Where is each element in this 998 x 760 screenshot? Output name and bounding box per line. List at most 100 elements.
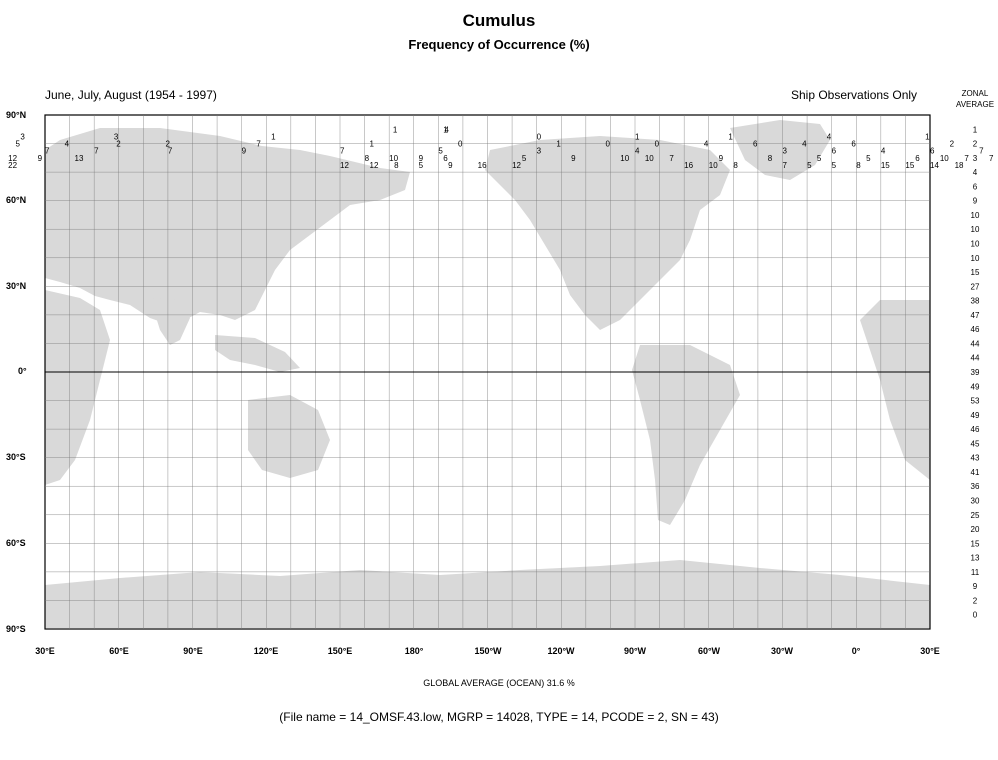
cell-value: 7	[256, 140, 261, 149]
land-north-america	[485, 136, 730, 330]
zonal-average-value: 27	[971, 282, 980, 291]
zonal-average-value: 1	[973, 125, 978, 134]
cell-value: 3	[20, 132, 25, 141]
cell-value: 10	[645, 154, 654, 163]
lon-label-30e: 30°E	[35, 646, 55, 656]
zonal-average-value: 0	[973, 611, 978, 620]
cell-value: 5	[419, 161, 424, 170]
lon-label-90w: 90°W	[623, 646, 647, 656]
lon-label-120e: 120°E	[253, 646, 279, 656]
zonal-average-value: 15	[971, 268, 980, 277]
zonal-average-value: 4	[973, 168, 978, 177]
cell-value: 7	[168, 147, 173, 156]
zonal-average-value: 36	[971, 482, 980, 491]
lat-label-90s: 90°S	[6, 624, 26, 634]
cell-value: 6	[930, 147, 935, 156]
cell-value: 2	[950, 140, 955, 149]
zonal-average-value: 43	[971, 454, 980, 463]
lon-label-150e: 150°E	[327, 646, 353, 656]
land-eurasia	[45, 128, 410, 325]
zonal-average-value: 10	[971, 254, 980, 263]
cell-value: 13	[75, 154, 84, 163]
cell-value: 18	[955, 161, 964, 170]
zonal-average-value: 47	[971, 311, 980, 320]
zonal-average-value: 46	[971, 425, 980, 434]
cell-value: 6	[915, 154, 920, 163]
cell-value: 7	[989, 154, 994, 163]
cell-value: 22	[8, 161, 17, 170]
lon-label-30w: 30°W	[770, 646, 794, 656]
zonal-average-value: 3	[973, 154, 978, 163]
zonal-average-value: 15	[971, 539, 980, 548]
cell-value: 1	[556, 140, 561, 149]
zonal-average-value: 20	[971, 525, 980, 534]
land-indonesia	[215, 335, 300, 372]
cell-value: 1	[728, 132, 733, 141]
cell-value: 9	[38, 154, 43, 163]
lon-label-180: 180°	[404, 646, 424, 656]
land-greenland	[730, 120, 830, 180]
cell-value: 9	[242, 147, 247, 156]
chart-title: Cumulus	[462, 11, 536, 30]
cell-value: 6	[851, 140, 856, 149]
zonal-average-value: 2	[973, 140, 978, 149]
zonal-average-value: 53	[971, 397, 980, 406]
cell-value: 5	[522, 154, 527, 163]
cell-value: 1	[370, 140, 375, 149]
cell-value: 1	[271, 132, 276, 141]
source-label: Ship Observations Only	[791, 88, 918, 102]
cell-value: 0	[458, 140, 463, 149]
lat-label-60s: 60°S	[6, 538, 26, 548]
lat-label-eq: 0°	[18, 366, 27, 376]
cell-value: 4	[65, 140, 70, 149]
cell-value: 4	[635, 147, 640, 156]
lat-label-30n: 30°N	[6, 281, 27, 291]
lat-label-30s: 30°S	[6, 452, 26, 462]
cell-value: 7	[783, 161, 788, 170]
zonal-average-value: 9	[973, 197, 978, 206]
cell-value: 1	[635, 132, 640, 141]
zonal-average-value: 45	[971, 439, 980, 448]
cell-value: 6	[443, 154, 448, 163]
lon-label-150w: 150°W	[474, 646, 502, 656]
cell-value: 7	[669, 154, 674, 163]
cell-value: 10	[389, 154, 398, 163]
cell-value: 7	[964, 154, 969, 163]
cell-value: 5	[817, 154, 822, 163]
zonal-average-value: 10	[971, 211, 980, 220]
land-india	[150, 298, 190, 345]
zonal-average-values: 1234691010101015273847464444394953494645…	[971, 125, 980, 619]
cell-value: 16	[684, 161, 693, 170]
lon-label-0: 0°	[851, 646, 861, 656]
zonal-average-value: 39	[971, 368, 980, 377]
cell-value: 1	[443, 125, 448, 134]
cell-value: 2	[116, 140, 121, 149]
zonal-average-value: 49	[971, 382, 980, 391]
zonal-average-value: 41	[971, 468, 980, 477]
cell-value: 15	[881, 161, 890, 170]
cell-value: 7	[94, 147, 99, 156]
cell-value: 3	[114, 132, 119, 141]
cell-value: 1	[925, 132, 930, 141]
cell-value: 4	[802, 140, 807, 149]
cell-value: 2	[165, 140, 170, 149]
cell-value: 15	[905, 161, 914, 170]
zonal-average-value: 10	[971, 240, 980, 249]
cell-value: 9	[719, 154, 724, 163]
cell-value: 7	[979, 147, 984, 156]
cell-value: 4	[881, 147, 886, 156]
cell-value: 16	[478, 161, 487, 170]
lon-label-30e-right: 30°E	[920, 646, 940, 656]
zonal-average-value: 9	[973, 582, 978, 591]
cell-value: 6	[832, 147, 837, 156]
cell-value: 9	[571, 154, 576, 163]
cell-value: 8	[365, 154, 370, 163]
zonal-average-value: 30	[971, 497, 980, 506]
cell-value: 9	[448, 161, 453, 170]
cell-value: 12	[340, 161, 349, 170]
cell-value: 12	[8, 154, 17, 163]
cell-value: 5	[438, 147, 443, 156]
zonal-average-value: 11	[971, 568, 980, 577]
cell-value: 3	[783, 147, 788, 156]
